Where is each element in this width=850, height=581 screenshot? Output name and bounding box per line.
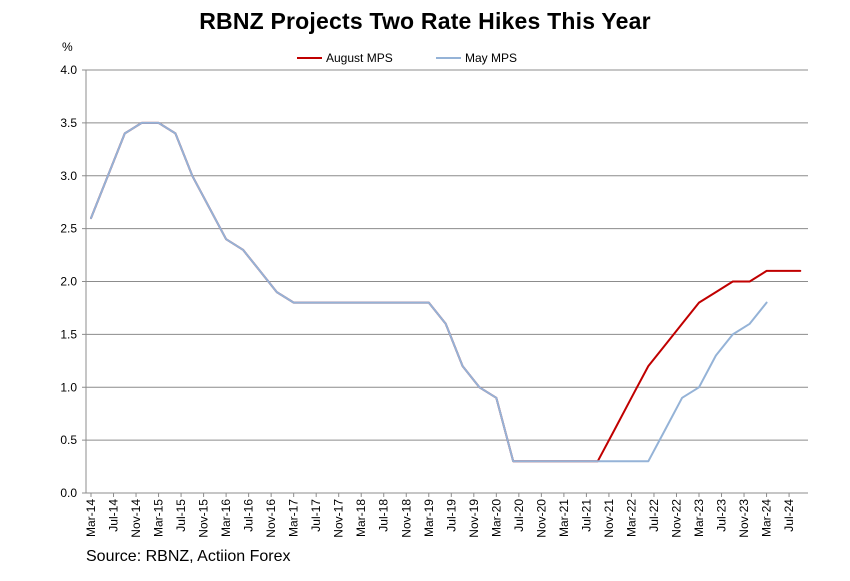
x-tick-label: Jul-16 xyxy=(242,499,256,532)
x-tick-label: Jul-18 xyxy=(377,499,391,532)
x-tick-label: Mar-23 xyxy=(692,499,706,537)
x-tick-label: Mar-20 xyxy=(489,499,503,537)
x-tick-label: Mar-22 xyxy=(624,499,638,537)
x-tick-label: Nov-22 xyxy=(669,499,683,538)
x-tick-labels: Mar-14 Jul-14 Nov-14 Mar-15 Jul-15 Nov-15 Mar-… xyxy=(84,499,796,538)
x-tick-label: Jul-23 xyxy=(715,499,729,532)
y-tick-labels: 0.0 0.5 1.0 1.5 2.0 2.5 3.0 3.5 4.0 xyxy=(60,63,77,500)
series-line-august-mps xyxy=(90,121,802,463)
x-tick-label: Jul-24 xyxy=(782,499,796,532)
y-tick-label: 3.0 xyxy=(60,169,77,183)
y-tick-label: 0.5 xyxy=(60,433,77,447)
x-tick-label: Mar-21 xyxy=(557,499,571,537)
x-tick-label: Jul-22 xyxy=(647,499,661,532)
axes xyxy=(82,69,808,497)
y-tick-label: 2.5 xyxy=(60,222,77,236)
x-tick-label: Jul-17 xyxy=(309,499,323,532)
x-tick-label: Nov-16 xyxy=(264,499,278,538)
series-line-may-mps xyxy=(90,121,768,463)
x-tick-label: Nov-21 xyxy=(602,499,616,538)
x-tick-label: Nov-20 xyxy=(534,499,548,538)
series-lines xyxy=(90,121,802,463)
x-tick-label: Nov-17 xyxy=(332,499,346,538)
x-tick-label: Jul-19 xyxy=(444,499,458,532)
legend-label: May MPS xyxy=(465,51,517,65)
x-tick-label: Jul-21 xyxy=(579,499,593,532)
x-tick-label: Nov-23 xyxy=(737,499,751,538)
gridlines xyxy=(86,69,808,441)
x-tick-label: Jul-15 xyxy=(174,499,188,532)
x-tick-label: Mar-15 xyxy=(152,499,166,537)
y-tick-label: 1.0 xyxy=(60,380,77,394)
y-tick-label: 0.0 xyxy=(60,486,77,500)
x-tick-label: Mar-16 xyxy=(219,499,233,537)
y-tick-label: 3.5 xyxy=(60,116,77,130)
x-tick-label: Mar-19 xyxy=(422,499,436,537)
x-tick-label: Nov-14 xyxy=(129,499,143,538)
x-tick-label: Mar-17 xyxy=(287,499,301,537)
y-tick-label: 1.5 xyxy=(60,327,77,341)
x-tick-label: Jul-14 xyxy=(107,499,121,532)
x-tick-label: Nov-19 xyxy=(467,499,481,538)
source-note: Source: RBNZ, Actiion Forex xyxy=(86,548,291,565)
x-tick-label: Nov-15 xyxy=(197,499,211,538)
x-tick-label: Mar-18 xyxy=(354,499,368,537)
y-axis-label: % xyxy=(62,40,73,54)
x-tick-label: Jul-20 xyxy=(512,499,526,532)
x-tick-label: Nov-18 xyxy=(399,499,413,538)
legend-label: August MPS xyxy=(326,51,393,65)
x-tick-label: Mar-24 xyxy=(760,499,774,537)
legend: August MPS May MPS xyxy=(297,51,517,65)
y-tick-label: 4.0 xyxy=(60,63,77,77)
chart-title: RBNZ Projects Two Rate Hikes This Year xyxy=(199,8,651,34)
x-tick-label: Mar-14 xyxy=(84,499,98,537)
y-tick-label: 2.0 xyxy=(60,275,77,289)
